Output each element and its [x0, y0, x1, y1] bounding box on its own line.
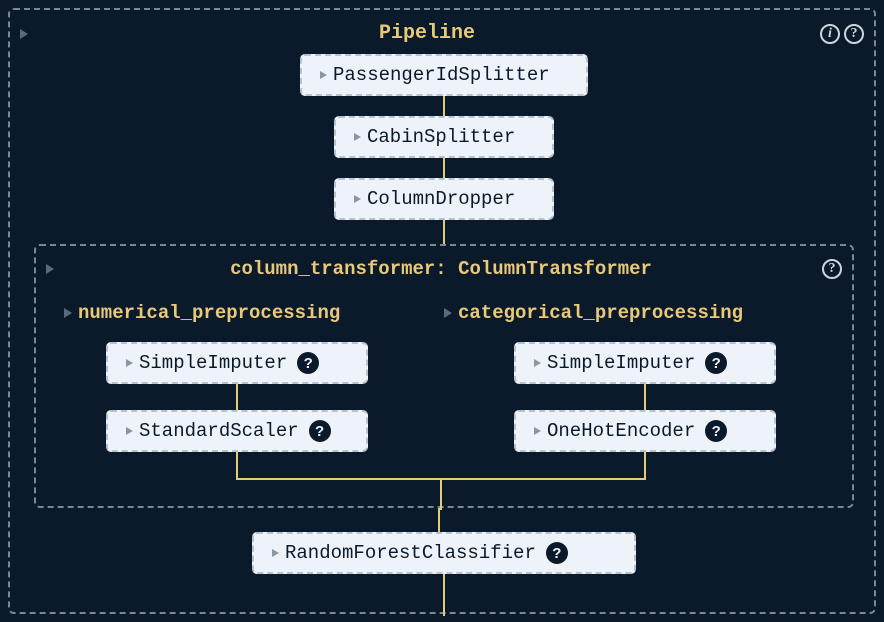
connector — [236, 452, 238, 480]
branch-categorical-title[interactable]: categorical_preprocessing — [444, 302, 743, 324]
expand-icon[interactable] — [126, 359, 133, 367]
ct-title: column_transformer: ColumnTransformer — [60, 258, 822, 280]
expand-icon[interactable] — [320, 71, 327, 79]
help-icon[interactable] — [309, 420, 331, 442]
expand-icon[interactable] — [354, 195, 361, 203]
info-icon[interactable] — [820, 24, 840, 44]
help-icon[interactable] — [546, 542, 568, 564]
help-icon[interactable] — [705, 352, 727, 374]
connector — [236, 384, 238, 410]
connector — [644, 452, 646, 480]
step-cabinsplitter[interactable]: CabinSplitter — [334, 116, 554, 158]
step-randomforest[interactable]: RandomForestClassifier — [252, 532, 636, 574]
connector — [443, 158, 445, 178]
connector — [443, 574, 445, 616]
expand-icon[interactable] — [46, 264, 54, 274]
expand-icon[interactable] — [126, 427, 133, 435]
pipeline-title: Pipeline — [34, 22, 820, 45]
ct-header: column_transformer: ColumnTransformer — [46, 258, 842, 280]
expand-icon[interactable] — [64, 308, 72, 318]
branch-label: categorical_preprocessing — [458, 302, 743, 324]
expand-icon[interactable] — [354, 133, 361, 141]
expand-icon[interactable] — [444, 308, 452, 318]
help-icon[interactable] — [705, 420, 727, 442]
help-icon[interactable] — [844, 24, 864, 44]
pipeline-outer-box: Pipeline PassengerIdSplitter CabinSplitt… — [8, 8, 876, 614]
step-onehotencoder[interactable]: OneHotEncoder — [514, 410, 776, 452]
node-label: CabinSplitter — [367, 126, 515, 148]
step-columndropper[interactable]: ColumnDropper — [334, 178, 554, 220]
step-standardscaler[interactable]: StandardScaler — [106, 410, 368, 452]
help-icon[interactable] — [822, 259, 842, 279]
node-label: OneHotEncoder — [547, 420, 695, 442]
connector — [443, 96, 445, 116]
pipeline-header: Pipeline — [20, 22, 864, 45]
node-label: StandardScaler — [139, 420, 299, 442]
step-simpleimputer-num[interactable]: SimpleImputer — [106, 342, 368, 384]
step-passengeridsplitter[interactable]: PassengerIdSplitter — [300, 54, 588, 96]
expand-icon[interactable] — [20, 29, 28, 39]
branch-label: numerical_preprocessing — [78, 302, 340, 324]
step-simpleimputer-cat[interactable]: SimpleImputer — [514, 342, 776, 384]
node-label: RandomForestClassifier — [285, 542, 536, 564]
expand-icon[interactable] — [534, 427, 541, 435]
connector — [438, 508, 440, 532]
node-label: ColumnDropper — [367, 188, 515, 210]
node-label: SimpleImputer — [547, 352, 695, 374]
expand-icon[interactable] — [272, 549, 279, 557]
help-icon[interactable] — [297, 352, 319, 374]
connector — [443, 220, 445, 244]
connector — [644, 384, 646, 410]
connector — [440, 478, 442, 510]
node-label: SimpleImputer — [139, 352, 287, 374]
branch-numerical-title[interactable]: numerical_preprocessing — [64, 302, 340, 324]
column-transformer-box: column_transformer: ColumnTransformer nu… — [34, 244, 854, 508]
node-label: PassengerIdSplitter — [333, 64, 550, 86]
expand-icon[interactable] — [534, 359, 541, 367]
